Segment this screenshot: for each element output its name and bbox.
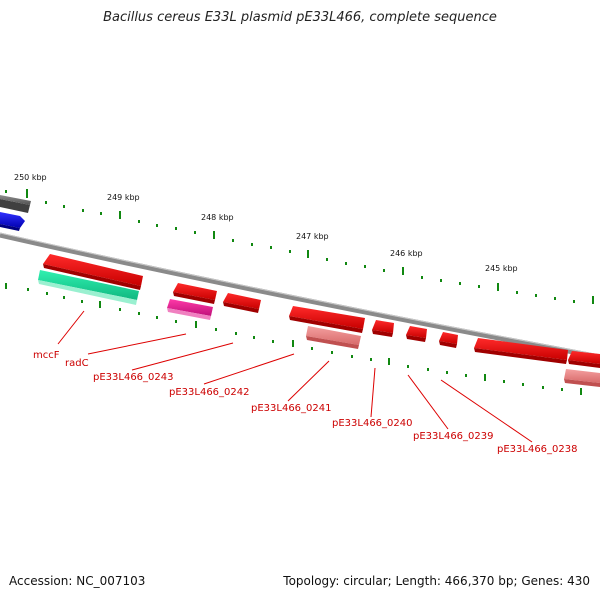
inner-tick-ring bbox=[5, 283, 582, 395]
gene-label-pe33l466-0238: pE33L466_0238 bbox=[497, 444, 578, 455]
gene-label-pe33l466-0240: pE33L466_0240 bbox=[332, 418, 413, 429]
gene-pe33l466-0243-outer bbox=[173, 283, 217, 304]
map-summary: Topology: circular; Length: 466,370 bp; … bbox=[283, 574, 590, 588]
gene-pe33l466-0241 bbox=[289, 306, 365, 333]
gene-label-pe33l466-0243: pE33L466_0243 bbox=[93, 372, 174, 383]
gene-red-right-2 bbox=[568, 351, 600, 368]
gene-gray-left bbox=[0, 195, 31, 213]
gene-label-pe33l466-0241: pE33L466_0241 bbox=[251, 403, 332, 414]
scale-label-245: 245 kbp bbox=[485, 264, 518, 273]
map-title: Bacillus cereus E33L plasmid pE33L466, c… bbox=[103, 10, 497, 25]
gene-mccf bbox=[38, 270, 139, 305]
gene-pe33l466-0242 bbox=[223, 293, 261, 313]
gene-pink-inner bbox=[306, 326, 361, 349]
gene-pe33l466-0238 bbox=[439, 332, 458, 348]
scale-label-249: 249 kbp bbox=[107, 193, 140, 202]
gene-label-pe33l466-0239: pE33L466_0239 bbox=[413, 431, 494, 442]
gene-pe33l466-0243 bbox=[167, 299, 213, 320]
gene-radc bbox=[43, 254, 143, 290]
backbone-arc-highlight bbox=[0, 232, 600, 356]
gene-blue-left bbox=[0, 212, 25, 231]
accession-label: Accession: NC_007103 bbox=[9, 574, 146, 588]
gene-label-mccf: mccF bbox=[33, 350, 60, 361]
outer-tick-ring bbox=[5, 189, 594, 304]
scale-label-250: 250 kbp bbox=[14, 173, 47, 182]
gene-label-radc: radC bbox=[65, 358, 89, 369]
label-leader-lines bbox=[57, 310, 533, 443]
scale-label-247: 247 kbp bbox=[296, 232, 329, 241]
gene-pe33l466-0239 bbox=[406, 326, 427, 342]
gene-label-pe33l466-0242: pE33L466_0242 bbox=[169, 387, 250, 398]
gene-red-right-1 bbox=[474, 338, 568, 364]
gene-pe33l466-0240 bbox=[372, 320, 394, 337]
scale-label-246: 246 kbp bbox=[390, 249, 423, 258]
scale-label-248: 248 kbp bbox=[201, 213, 234, 222]
gene-pink-right bbox=[564, 369, 600, 387]
backbone-arc bbox=[0, 232, 600, 360]
